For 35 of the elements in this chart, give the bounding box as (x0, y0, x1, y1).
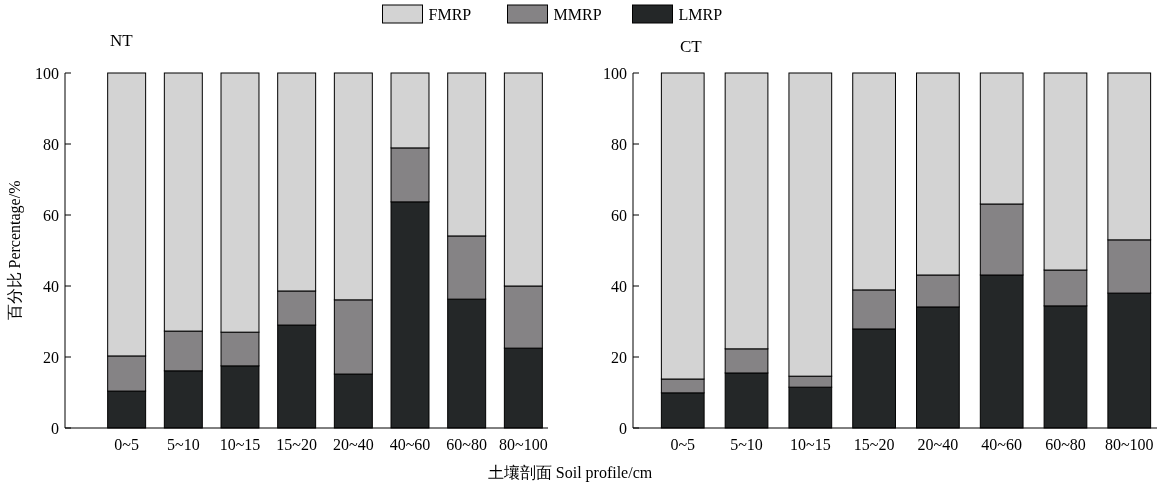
x-tick-label: 15~20 (276, 436, 317, 453)
x-tick-label: 60~80 (1045, 436, 1086, 453)
x-tick-label: 0~5 (114, 436, 139, 453)
x-tick-label: 5~10 (166, 436, 200, 453)
x-tick-label: 20~40 (917, 436, 959, 453)
y-tick-label: 40 (43, 277, 59, 295)
y-tick-label: 80 (43, 135, 59, 153)
legend-label: MMRP (553, 5, 602, 23)
y-axis-title: 百分比 Percentage/% (6, 180, 24, 321)
y-tick-label: 0 (619, 419, 627, 437)
x-tick-label: 40~60 (981, 436, 1023, 453)
chart-title: CT (680, 37, 703, 56)
y-tick-label: 100 (603, 64, 627, 82)
x-tick-label: 10~15 (789, 436, 831, 453)
y-tick-label: 100 (35, 64, 59, 82)
x-tick-label: 5~10 (730, 436, 763, 453)
x-tick-label: 0~5 (670, 436, 696, 453)
x-tick-label: 60~80 (446, 436, 488, 453)
y-tick-label: 20 (43, 348, 59, 366)
x-tick-label: 10~15 (219, 436, 261, 453)
y-tick-label: 60 (611, 206, 627, 224)
legend-label: FMRP (428, 5, 472, 23)
y-tick-label: 20 (611, 348, 627, 366)
x-tick-label: 20~40 (333, 436, 374, 453)
y-tick-label: 0 (51, 419, 59, 437)
x-axis-title: 土壤剖面 Soil profile/cm (487, 464, 653, 482)
x-tick-label: 80~100 (499, 436, 548, 453)
y-tick-label: 80 (611, 135, 627, 153)
y-tick-label: 60 (43, 206, 59, 224)
x-tick-label: 40~60 (389, 436, 431, 453)
legend-label: LMRP (678, 5, 723, 23)
x-tick-label: 15~20 (853, 436, 895, 453)
y-tick-label: 40 (611, 277, 627, 295)
x-tick-label: 80~100 (1104, 436, 1154, 453)
chart-title: NT (110, 31, 134, 50)
